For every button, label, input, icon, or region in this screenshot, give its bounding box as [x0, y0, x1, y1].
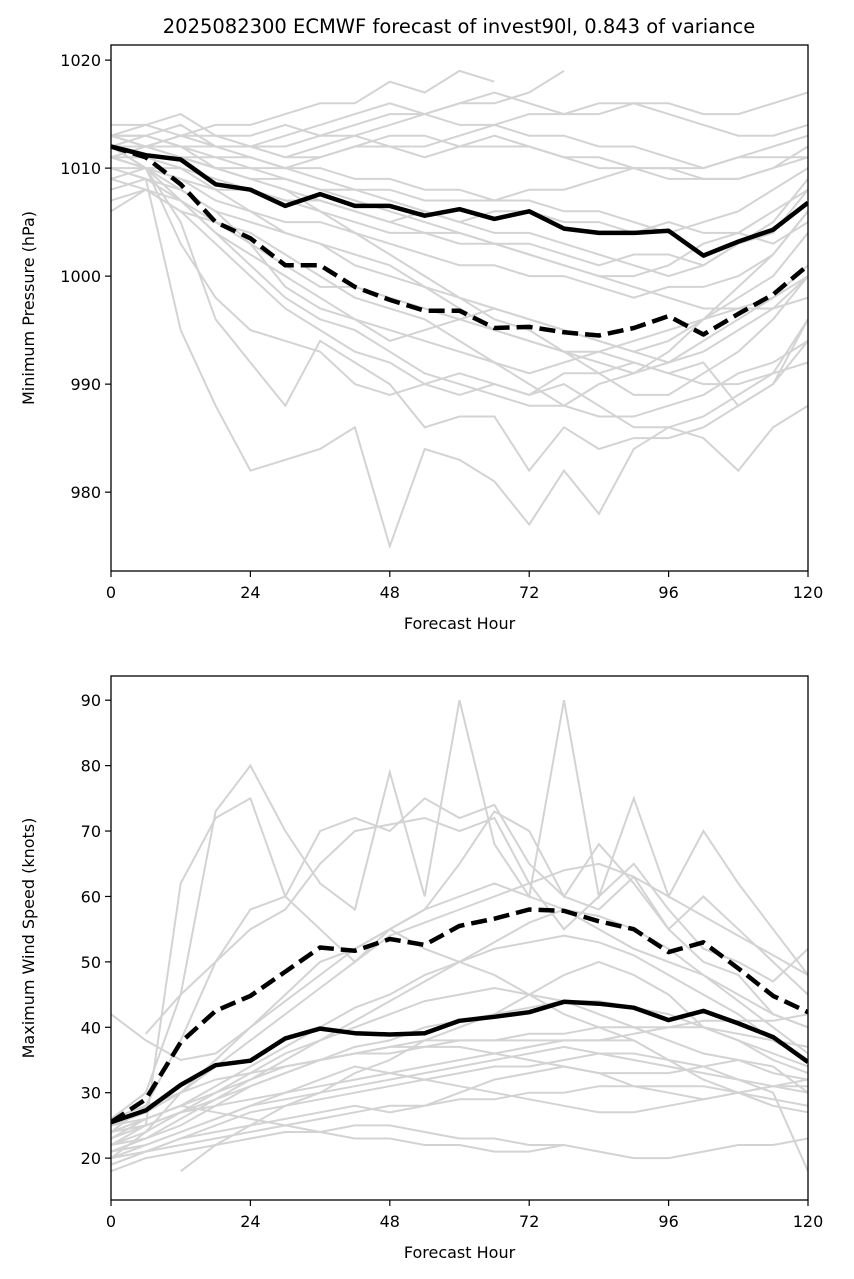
wind-member-line [111, 1104, 565, 1153]
wind-x-ticks: 0 24 48 72 96 120 [106, 1200, 823, 1231]
wind-member-line [111, 1045, 808, 1127]
wind-x-tick-label: 120 [793, 1212, 824, 1231]
wind-member-line [111, 699, 808, 1120]
wind-y-tick-label: 60 [81, 887, 101, 906]
wind-y-tick-label: 90 [81, 691, 101, 710]
pressure-y-tick-label: 1010 [60, 159, 101, 178]
pressure-member-line [111, 102, 808, 148]
wind-member-line [111, 862, 808, 1120]
pressure-axes-frame [110, 44, 809, 572]
pressure-y-tick-label: 990 [70, 375, 101, 394]
wind-y-axis-title: Maximum Wind Speed (knots) [19, 818, 38, 1059]
pressure-member-line [111, 167, 808, 299]
wind-x-axis-title: Forecast Hour [404, 1243, 516, 1262]
pressure-y-axis-title: Minimum Pressure (hPa) [19, 211, 38, 405]
wind-x-tick-label: 48 [380, 1212, 400, 1231]
pressure-mean-lines [111, 144, 808, 338]
wind-x-tick-label: 0 [106, 1212, 116, 1231]
pressure-member-line [111, 145, 808, 375]
pressure-member-line [111, 167, 808, 550]
pressure-member-line [111, 177, 808, 375]
wind-member-line [111, 1013, 808, 1127]
pressure-weighted-mean-line [111, 144, 808, 338]
wind-axes-frame [110, 675, 809, 1201]
pressure-member-line [111, 134, 808, 180]
pressure-x-tick-label: 120 [793, 583, 824, 602]
wind-y-tick-label: 40 [81, 1018, 101, 1037]
wind-y-tick-label: 20 [81, 1149, 101, 1168]
wind-member-line [111, 797, 808, 1133]
wind-y-tick-label: 80 [81, 757, 101, 776]
pressure-member-line [111, 145, 808, 407]
pressure-x-axis-title: Forecast Hour [404, 614, 516, 633]
wind-weighted-mean-line [111, 907, 808, 1125]
chart-title: 2025082300 ECMWF forecast of invest90l, … [163, 15, 755, 38]
wind-ensemble-mean-line [111, 999, 808, 1125]
wind-panel: 0 24 48 72 96 120 20 30 40 50 60 70 80 90 Forecast H… [19, 675, 823, 1262]
pressure-x-tick-label: 96 [658, 583, 678, 602]
wind-member-line [111, 1085, 808, 1160]
wind-member-line [111, 1052, 808, 1172]
wind-member-line [111, 882, 808, 1062]
pressure-member-line [111, 156, 808, 310]
wind-member-line [111, 1026, 808, 1133]
wind-x-tick-label: 24 [240, 1212, 260, 1231]
wind-member-line [111, 1065, 808, 1166]
wind-member-line [111, 986, 808, 1146]
pressure-panel: 2025082300 ECMWF forecast of invest90l, … [19, 15, 823, 633]
pressure-x-tick-label: 0 [106, 583, 116, 602]
pressure-member-line [111, 167, 808, 278]
wind-mean-lines [111, 907, 808, 1125]
pressure-x-tick-label: 48 [380, 583, 400, 602]
pressure-x-tick-label: 24 [240, 583, 260, 602]
pressure-x-ticks: 0 24 48 72 96 120 [106, 571, 823, 602]
pressure-member-line [111, 69, 495, 137]
wind-member-line [111, 796, 808, 1146]
wind-member-line [111, 908, 808, 1153]
wind-y-tick-label: 70 [81, 822, 101, 841]
wind-y-ticks: 20 30 40 50 60 70 80 90 [81, 691, 111, 1168]
pressure-ensemble-mean-line [111, 144, 808, 258]
pressure-member-line [111, 134, 808, 234]
pressure-member-line [111, 145, 808, 202]
pressure-y-tick-label: 1020 [60, 51, 101, 70]
wind-y-tick-label: 30 [81, 1084, 101, 1103]
pressure-member-line [111, 177, 808, 429]
pressure-y-tick-label: 980 [70, 483, 101, 502]
pressure-x-tick-label: 72 [519, 583, 539, 602]
wind-y-tick-label: 50 [81, 953, 101, 972]
pressure-member-line [111, 70, 565, 159]
wind-x-tick-label: 96 [658, 1212, 678, 1231]
pressure-y-tick-label: 1000 [60, 267, 101, 286]
pressure-member-line [111, 145, 808, 473]
pressure-y-ticks: 980 990 1000 1010 1020 [60, 51, 111, 502]
pressure-member-line [111, 156, 808, 245]
wind-members [111, 699, 808, 1173]
wind-x-tick-label: 72 [519, 1212, 539, 1231]
wind-member-line [111, 1124, 808, 1173]
pressure-member-line [111, 156, 808, 408]
